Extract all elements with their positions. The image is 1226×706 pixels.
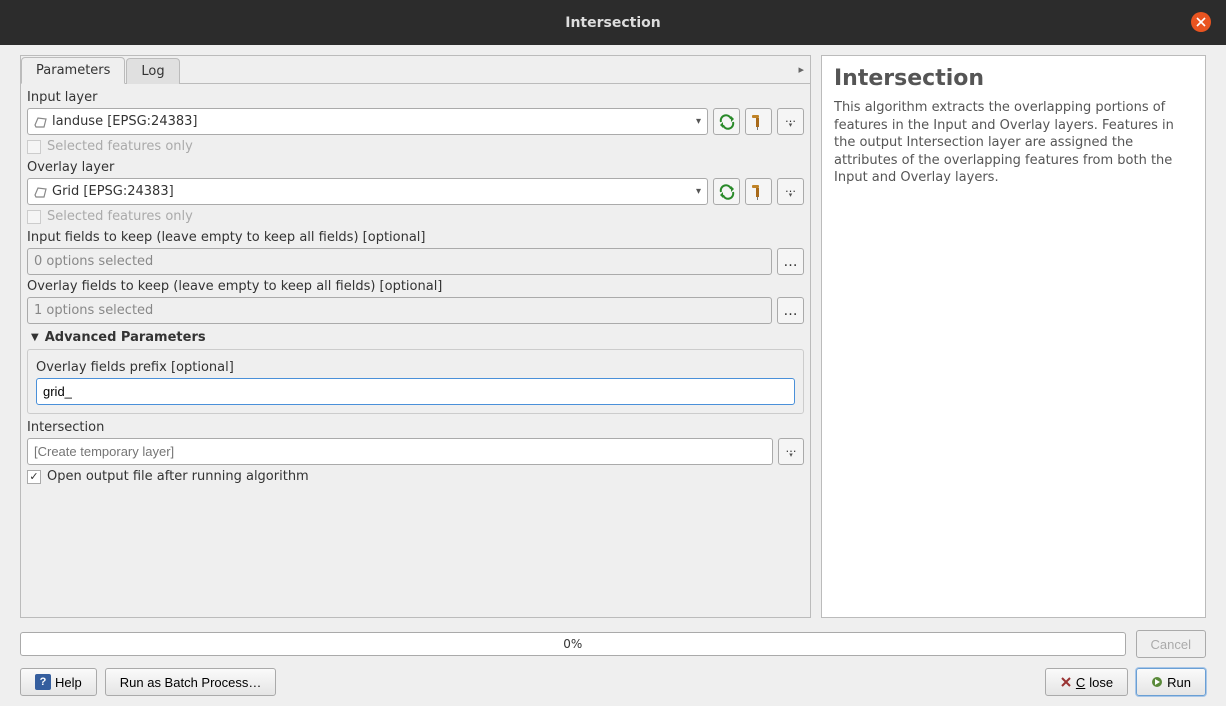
open-after-label: Open output file after running algorithm: [47, 469, 309, 484]
cancel-button: Cancel: [1136, 630, 1206, 658]
input-layer-value: landuse [EPSG:24383]: [52, 114, 197, 129]
input-fields-label: Input fields to keep (leave empty to kee…: [27, 230, 804, 245]
run-button[interactable]: Run: [1136, 668, 1206, 696]
intersection-output-label: Intersection: [27, 420, 804, 435]
browse-output-button[interactable]: …▾: [778, 438, 804, 465]
help-title: Intersection: [834, 66, 1193, 91]
close-button[interactable]: Close: [1045, 668, 1128, 696]
input-selected-only-row: Selected features only: [27, 139, 804, 154]
tab-parameters[interactable]: Parameters: [21, 57, 125, 84]
input-fields-select[interactable]: 0 options selected: [27, 248, 772, 275]
close-icon: [1060, 676, 1072, 688]
help-button[interactable]: ? Help: [20, 668, 97, 696]
input-layer-label: Input layer: [27, 90, 804, 105]
advanced-parameters-label: Advanced Parameters: [45, 330, 206, 345]
progress-bar: 0%: [20, 632, 1126, 656]
overlay-fields-select[interactable]: 1 options selected: [27, 297, 772, 324]
browse-input-fields-button[interactable]: …: [777, 248, 804, 275]
titlebar: Intersection: [0, 0, 1226, 45]
browse-overlay-button[interactable]: …▾: [777, 178, 804, 205]
iterate-overlay-button[interactable]: [713, 178, 740, 205]
help-description: This algorithm extracts the overlapping …: [834, 99, 1193, 187]
overlay-selected-only-checkbox: [27, 210, 41, 224]
overlay-fields-label: Overlay fields to keep (leave empty to k…: [27, 279, 804, 294]
input-selected-only-checkbox: [27, 140, 41, 154]
settings-button[interactable]: [745, 108, 772, 135]
open-after-row[interactable]: ✓ Open output file after running algorit…: [27, 469, 804, 484]
run-button-label: Run: [1167, 675, 1191, 690]
window-title: Intersection: [565, 15, 660, 31]
iterate-button[interactable]: [713, 108, 740, 135]
overlay-layer-select[interactable]: Grid [EPSG:24383] ▾: [27, 178, 708, 205]
advanced-parameters-body: Overlay fields prefix [optional]: [27, 349, 804, 414]
browse-overlay-fields-button[interactable]: …: [777, 297, 804, 324]
input-fields-value: 0 options selected: [34, 254, 153, 269]
intersection-output-input[interactable]: [27, 438, 773, 465]
polygon-layer-icon: [34, 186, 48, 198]
overlay-layer-label: Overlay layer: [27, 160, 804, 175]
collapse-help-icon[interactable]: ▸: [798, 63, 804, 76]
run-icon: [1151, 676, 1163, 688]
polygon-layer-icon: [34, 116, 48, 128]
overlay-prefix-input[interactable]: [36, 378, 795, 405]
overlay-selected-only-label: Selected features only: [47, 209, 193, 224]
open-after-checkbox[interactable]: ✓: [27, 470, 41, 484]
browse-input-button[interactable]: …▾: [777, 108, 804, 135]
overlay-fields-value: 1 options selected: [34, 303, 153, 318]
overlay-selected-only-row: Selected features only: [27, 209, 804, 224]
overlay-layer-value: Grid [EPSG:24383]: [52, 184, 174, 199]
help-panel: Intersection This algorithm extracts the…: [821, 55, 1206, 618]
settings-overlay-button[interactable]: [745, 178, 772, 205]
run-batch-button[interactable]: Run as Batch Process…: [105, 668, 277, 696]
input-layer-select[interactable]: landuse [EPSG:24383] ▾: [27, 108, 708, 135]
window-close-button[interactable]: [1191, 12, 1211, 32]
help-button-label: Help: [55, 675, 82, 690]
parameters-panel: Parameters Log ▸ Input layer landuse [EP…: [20, 55, 811, 618]
help-icon: ?: [35, 674, 51, 690]
dropdown-arrow-icon: ▾: [696, 116, 701, 127]
input-selected-only-label: Selected features only: [47, 139, 193, 154]
disclosure-triangle-icon: ▼: [31, 332, 39, 343]
overlay-prefix-label: Overlay fields prefix [optional]: [36, 360, 793, 375]
progress-text: 0%: [563, 637, 582, 651]
advanced-parameters-toggle[interactable]: ▼ Advanced Parameters: [31, 330, 804, 345]
tab-log[interactable]: Log: [126, 58, 179, 84]
dropdown-arrow-icon: ▾: [696, 186, 701, 197]
